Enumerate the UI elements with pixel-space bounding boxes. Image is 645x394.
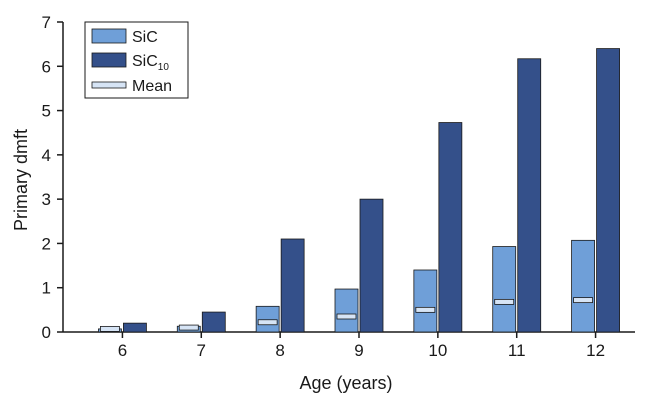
- mean-marker-10: [415, 306, 436, 313]
- bar-sic-8: [255, 305, 280, 333]
- x-tick-label: 6: [118, 341, 127, 360]
- legend-label-mean: Mean: [132, 78, 172, 95]
- x-ticks: 6 7 8 9 10 11 12: [118, 332, 605, 360]
- y-axis-title: Primary dmft: [11, 129, 31, 231]
- mean-marker-7: [178, 324, 199, 331]
- legend: SiC SiC10 Mean: [84, 21, 189, 99]
- x-tick-label: 9: [354, 341, 363, 360]
- y-tick-label: 5: [42, 102, 51, 121]
- x-tick-label: 11: [508, 341, 526, 360]
- y-tick-label: 2: [42, 234, 51, 253]
- bar-sic10-12: [596, 48, 620, 333]
- y-tick-label: 6: [42, 57, 51, 76]
- mean-marker-6: [100, 325, 120, 332]
- mean-marker-12: [573, 297, 593, 304]
- bar-sic-12: [571, 239, 595, 333]
- bar-sic10-6: [123, 322, 147, 333]
- bars: [98, 48, 620, 333]
- y-tick-label: 4: [42, 146, 51, 165]
- y-tick-label: 0: [42, 323, 51, 342]
- mean-marker-9: [336, 313, 357, 320]
- x-tick-label: 8: [275, 341, 284, 360]
- x-tick-label: 10: [428, 341, 447, 360]
- bar-sic-10: [413, 269, 438, 333]
- bar-sic10-7: [201, 311, 226, 333]
- bar-sic-9: [334, 288, 359, 333]
- x-tick-label: 12: [586, 341, 605, 360]
- legend-swatch-sic: [91, 28, 127, 44]
- legend-label-sic10: SiC10: [132, 53, 169, 73]
- bar-sic-11: [492, 246, 517, 333]
- bar-sic10-9: [359, 198, 384, 333]
- mean-marker-8: [257, 319, 278, 326]
- legend-swatch-sic10: [91, 52, 127, 68]
- y-tick-label: 3: [42, 190, 51, 209]
- y-tick-label: 7: [42, 13, 51, 32]
- x-tick-label: 7: [197, 341, 206, 360]
- mean-markers: [100, 297, 593, 332]
- bar-sic10-10: [438, 122, 463, 333]
- legend-swatch-mean: [91, 81, 127, 89]
- legend-label-sic: SiC: [132, 29, 158, 46]
- bar-sic10-8: [280, 238, 305, 333]
- y-tick-label: 1: [42, 279, 51, 298]
- mean-marker-11: [494, 298, 515, 305]
- y-ticks: 0 1 2 3 4 5 6 7: [42, 13, 63, 342]
- x-axis-title: Age (years): [299, 373, 392, 393]
- bar-sic10-11: [517, 58, 542, 333]
